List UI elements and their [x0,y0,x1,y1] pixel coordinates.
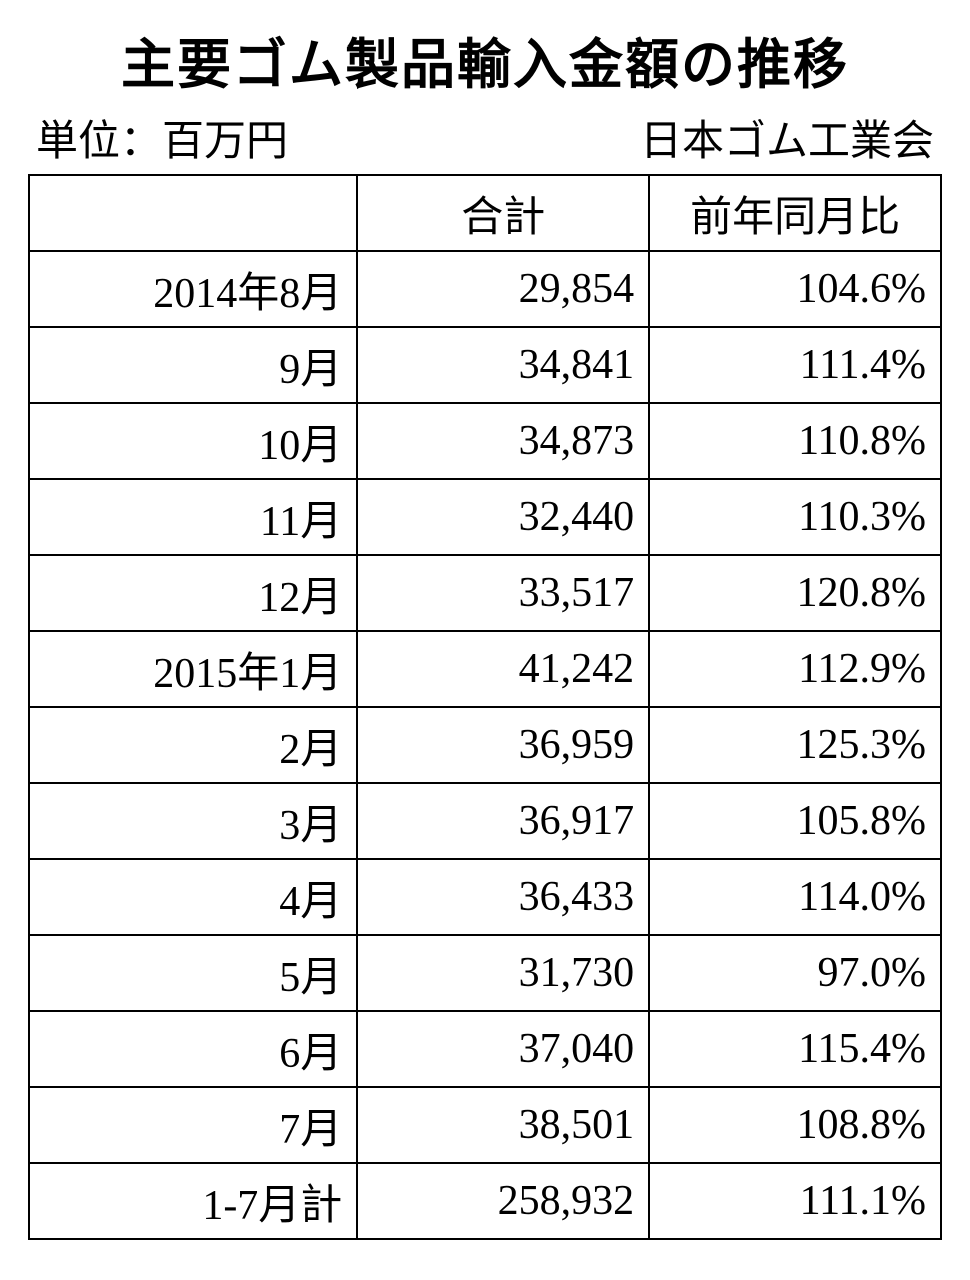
page-title: 主要ゴム製品輸入金額の推移 [28,20,942,99]
cell-total: 31,730 [357,935,649,1011]
cell-yoy: 108.8% [649,1087,941,1163]
unit-label: 単位：百万円 [36,107,288,168]
cell-period: 7月 [29,1087,357,1163]
cell-total: 41,242 [357,631,649,707]
table-row: 10月 34,873 110.8% [29,403,941,479]
cell-yoy: 110.8% [649,403,941,479]
cell-period: 3月 [29,783,357,859]
cell-yoy: 97.0% [649,935,941,1011]
cell-yoy: 105.8% [649,783,941,859]
cell-total: 32,440 [357,479,649,555]
table-row: 2014年8月 29,854 104.6% [29,251,941,327]
cell-total: 34,873 [357,403,649,479]
cell-total: 36,917 [357,783,649,859]
cell-total: 37,040 [357,1011,649,1087]
cell-yoy: 115.4% [649,1011,941,1087]
cell-period: 1-7月計 [29,1163,357,1239]
col-header-blank [29,175,357,251]
cell-period: 5月 [29,935,357,1011]
cell-total: 33,517 [357,555,649,631]
cell-total: 34,841 [357,327,649,403]
cell-period: 2014年8月 [29,251,357,327]
cell-period: 11月 [29,479,357,555]
cell-total: 36,433 [357,859,649,935]
table-row: 12月 33,517 120.8% [29,555,941,631]
source-label: 日本ゴム工業会 [640,107,934,168]
cell-yoy: 112.9% [649,631,941,707]
table-row: 6月 37,040 115.4% [29,1011,941,1087]
table-row: 7月 38,501 108.8% [29,1087,941,1163]
cell-period: 2015年1月 [29,631,357,707]
cell-yoy: 111.1% [649,1163,941,1239]
table-row: 3月 36,917 105.8% [29,783,941,859]
cell-yoy: 110.3% [649,479,941,555]
cell-period: 12月 [29,555,357,631]
cell-period: 4月 [29,859,357,935]
table-row: 9月 34,841 111.4% [29,327,941,403]
cell-yoy: 111.4% [649,327,941,403]
cell-total: 29,854 [357,251,649,327]
table-row: 4月 36,433 114.0% [29,859,941,935]
cell-total: 38,501 [357,1087,649,1163]
table-row: 1-7月計 258,932 111.1% [29,1163,941,1239]
cell-period: 2月 [29,707,357,783]
table-row: 11月 32,440 110.3% [29,479,941,555]
cell-yoy: 120.8% [649,555,941,631]
cell-yoy: 125.3% [649,707,941,783]
data-table: 合計 前年同月比 2014年8月 29,854 104.6% 9月 34,841… [28,174,942,1240]
cell-period: 6月 [29,1011,357,1087]
table-header-row: 合計 前年同月比 [29,175,941,251]
col-header-yoy: 前年同月比 [649,175,941,251]
cell-period: 9月 [29,327,357,403]
table-row: 2月 36,959 125.3% [29,707,941,783]
cell-yoy: 104.6% [649,251,941,327]
cell-yoy: 114.0% [649,859,941,935]
col-header-total: 合計 [357,175,649,251]
cell-period: 10月 [29,403,357,479]
table-row: 5月 31,730 97.0% [29,935,941,1011]
cell-total: 36,959 [357,707,649,783]
cell-total: 258,932 [357,1163,649,1239]
table-row: 2015年1月 41,242 112.9% [29,631,941,707]
